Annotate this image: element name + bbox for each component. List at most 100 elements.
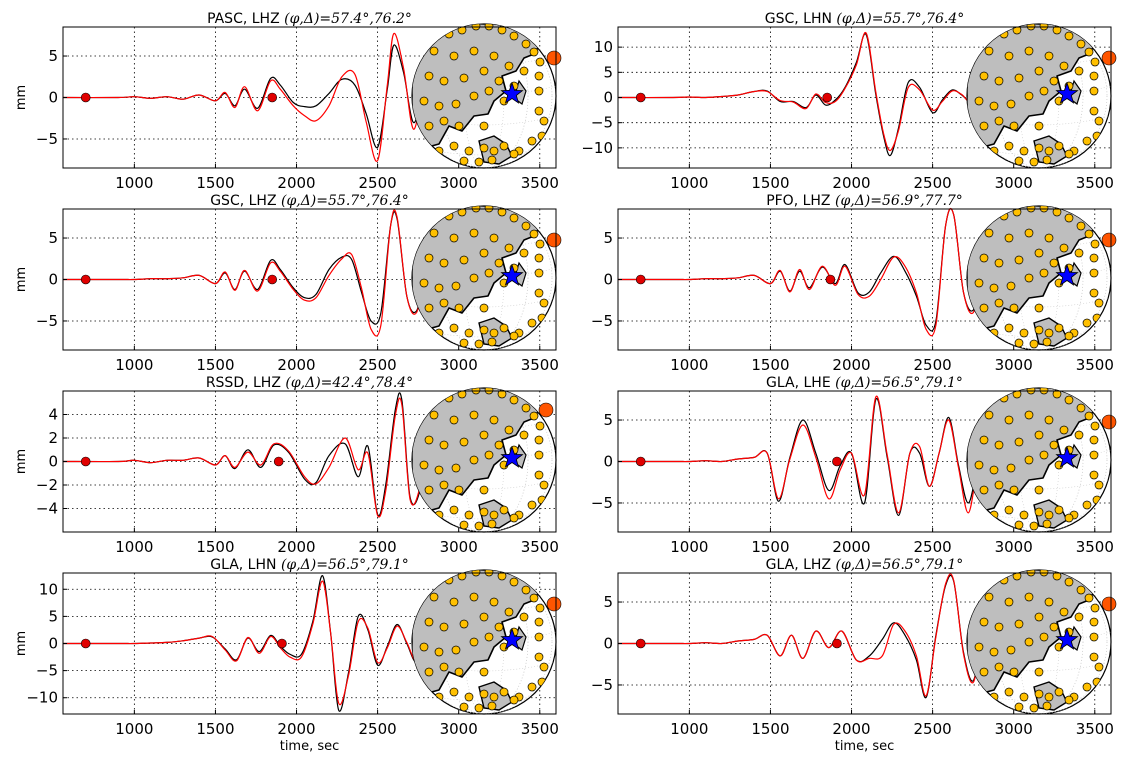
x-tick-label: 2500 bbox=[914, 538, 952, 556]
station-marker bbox=[484, 450, 494, 460]
station-marker bbox=[989, 510, 999, 520]
station-marker bbox=[539, 116, 549, 126]
observed-trace bbox=[62, 211, 435, 325]
phase-marker bbox=[822, 92, 833, 103]
station-marker bbox=[1039, 632, 1049, 642]
station-marker bbox=[1014, 619, 1024, 629]
station-marker bbox=[1009, 667, 1019, 677]
station-marker bbox=[1039, 388, 1049, 395]
station-marker bbox=[489, 146, 499, 156]
chart-title: PFO, LHZ (φ,Δ)=56.9°,77.7° bbox=[766, 193, 963, 209]
station-marker bbox=[479, 507, 489, 517]
y-tick-label: 5 bbox=[603, 411, 613, 429]
phase-marker bbox=[267, 92, 278, 103]
station-marker bbox=[1059, 61, 1069, 71]
station-marker bbox=[1039, 450, 1049, 460]
title-math: (φ,Δ)=56.5°,79.1° bbox=[281, 557, 409, 573]
graticule-line bbox=[439, 388, 529, 532]
station-marker bbox=[1042, 155, 1052, 165]
graticule-line bbox=[994, 388, 1084, 532]
station-marker bbox=[439, 440, 449, 450]
x-tick-label: 3000 bbox=[995, 174, 1033, 192]
station-marker bbox=[1082, 136, 1092, 146]
station-marker bbox=[451, 99, 461, 109]
x-tick-label: 2000 bbox=[832, 356, 870, 374]
station-marker bbox=[429, 228, 439, 238]
station-marker bbox=[534, 86, 544, 96]
x-tick-label: 2000 bbox=[277, 720, 315, 738]
x-tick-label: 1500 bbox=[196, 356, 234, 374]
station-marker bbox=[1089, 288, 1099, 298]
station-marker bbox=[974, 278, 984, 288]
station-marker bbox=[469, 228, 479, 238]
y-tick-label: 5 bbox=[48, 47, 58, 65]
x-tick-label: 3000 bbox=[995, 356, 1033, 374]
station-marker bbox=[1059, 425, 1069, 435]
station-marker bbox=[994, 662, 1004, 672]
x-tick-label: 2500 bbox=[914, 720, 952, 738]
station-marker bbox=[1034, 507, 1044, 517]
title-math: (φ,Δ)=56.5°,79.1° bbox=[836, 557, 964, 573]
station-marker bbox=[1076, 221, 1086, 231]
station-marker bbox=[469, 91, 479, 101]
station-marker bbox=[499, 505, 509, 515]
chart-panel: 1000 1500 2000 2500 3000 3500 −4 −2 0 2 4 RSSD, LHZ… bbox=[14, 375, 559, 556]
station-marker bbox=[1006, 645, 1016, 655]
graticule-line bbox=[994, 24, 1084, 168]
map-inset bbox=[966, 23, 1117, 169]
observed-trace bbox=[62, 392, 437, 517]
station-marker bbox=[509, 577, 519, 587]
graticule-line bbox=[994, 206, 1084, 350]
x-tick-label: 2000 bbox=[832, 174, 870, 192]
highlight-station bbox=[546, 596, 562, 612]
station-marker bbox=[535, 239, 545, 249]
station-marker bbox=[424, 121, 434, 131]
station-marker bbox=[529, 593, 539, 603]
x-tick-label: 2000 bbox=[832, 538, 870, 556]
station-marker bbox=[1026, 388, 1036, 395]
synthetic-trace bbox=[617, 32, 990, 152]
station-marker bbox=[519, 612, 529, 622]
station-marker bbox=[539, 480, 549, 490]
phase-marker bbox=[825, 274, 836, 285]
station-marker bbox=[1019, 510, 1029, 520]
phase-marker bbox=[635, 92, 646, 103]
highlight-station bbox=[538, 402, 554, 418]
station-marker bbox=[471, 388, 481, 395]
x-tick-label: 2500 bbox=[359, 356, 397, 374]
station-marker bbox=[1044, 146, 1054, 156]
x-tick-label: 2500 bbox=[914, 174, 952, 192]
station-marker bbox=[1044, 692, 1054, 702]
station-marker bbox=[529, 229, 539, 239]
station-marker bbox=[1089, 253, 1099, 263]
x-tick-label: 1000 bbox=[670, 538, 708, 556]
station-marker bbox=[1044, 233, 1054, 243]
x-tick-label: 3500 bbox=[521, 538, 559, 556]
x-tick-label: 1500 bbox=[751, 538, 789, 556]
station-marker bbox=[994, 298, 1004, 308]
station-marker bbox=[459, 619, 469, 629]
star-icon bbox=[500, 263, 524, 286]
station-marker bbox=[489, 692, 499, 702]
globe-body bbox=[967, 570, 1111, 714]
station-marker bbox=[1014, 73, 1024, 83]
station-marker bbox=[1024, 592, 1034, 602]
station-marker bbox=[1026, 206, 1036, 213]
y-axis-label: mm bbox=[14, 85, 29, 110]
station-marker bbox=[459, 702, 469, 712]
x-tick-label: 3000 bbox=[440, 356, 478, 374]
station-marker bbox=[489, 233, 499, 243]
station-marker bbox=[449, 415, 459, 425]
station-marker bbox=[1034, 303, 1044, 313]
phase-marker bbox=[635, 456, 646, 467]
station-marker bbox=[1004, 597, 1014, 607]
station-marker bbox=[489, 597, 499, 607]
y-tick-label: 0 bbox=[603, 89, 613, 107]
station-marker bbox=[464, 328, 474, 338]
station-marker bbox=[1014, 437, 1024, 447]
station-marker bbox=[484, 388, 494, 395]
station-marker bbox=[1044, 597, 1054, 607]
phase-marker bbox=[635, 274, 646, 285]
station-marker bbox=[984, 410, 994, 420]
